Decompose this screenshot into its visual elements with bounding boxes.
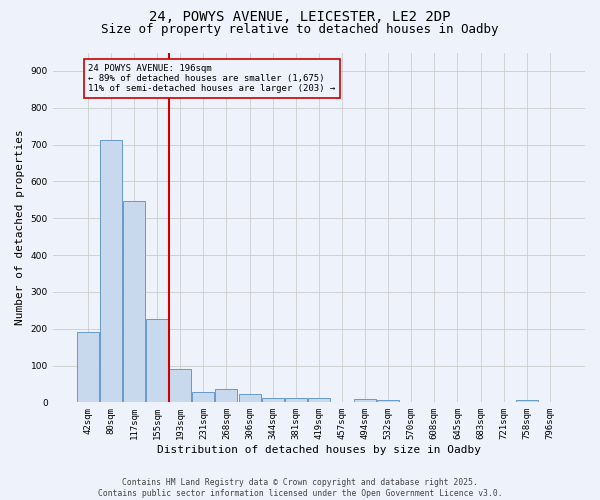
Text: Size of property relative to detached houses in Oadby: Size of property relative to detached ho… [101,22,499,36]
X-axis label: Distribution of detached houses by size in Oadby: Distribution of detached houses by size … [157,445,481,455]
Bar [516,400,538,402]
Bar [193,392,214,402]
Y-axis label: Number of detached properties: Number of detached properties [15,130,25,326]
Bar [377,400,399,402]
Text: Contains HM Land Registry data © Crown copyright and database right 2025.
Contai: Contains HM Land Registry data © Crown c… [98,478,502,498]
Bar [100,140,122,402]
Bar [285,398,307,402]
Bar [123,200,145,402]
Text: 24 POWYS AVENUE: 196sqm
← 89% of detached houses are smaller (1,675)
11% of semi: 24 POWYS AVENUE: 196sqm ← 89% of detache… [88,64,335,94]
Bar [308,398,330,402]
Bar [354,399,376,402]
Bar [77,332,99,402]
Bar [215,389,238,402]
Bar [262,398,284,402]
Bar [239,394,260,402]
Text: 24, POWYS AVENUE, LEICESTER, LE2 2DP: 24, POWYS AVENUE, LEICESTER, LE2 2DP [149,10,451,24]
Bar [169,369,191,402]
Bar [146,320,168,402]
